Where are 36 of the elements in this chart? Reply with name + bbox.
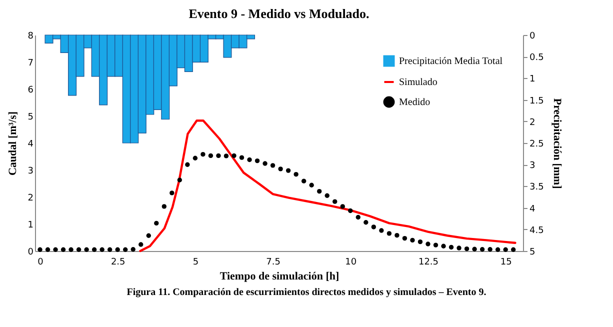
x-tick-label: 7.5 xyxy=(266,258,280,268)
legend-label: Precipitación Media Total xyxy=(399,56,503,67)
y2-tick-label: 2 xyxy=(530,118,536,128)
y2-tick-label: 4 xyxy=(530,204,536,214)
x-axis-title: Tiempo de simulación [h] xyxy=(220,270,340,282)
y2-tick-label: 2.5 xyxy=(530,140,544,150)
text: Figura 11. Comparación de escurrimientos directos medidos y simulados – Evento 9. xyxy=(126,287,488,298)
chart-title: Evento 9 - Medido vs Modulado. xyxy=(188,6,370,21)
y2-tick-label: 0.5 xyxy=(530,53,544,64)
line-series xyxy=(139,119,516,252)
x-tick-label: 12.5 xyxy=(418,258,439,268)
y2-tick-label: 1.5 xyxy=(530,96,544,106)
x-tick-label: 2.5 xyxy=(110,258,126,268)
y2-tick-label: 5 xyxy=(530,248,536,258)
y2-tick-label: 3 xyxy=(530,161,536,172)
legend-label: Simulado xyxy=(399,77,438,88)
x-tick-label: 0 xyxy=(38,258,44,268)
x-tick-label: 10 xyxy=(345,258,357,268)
y-tick-label: 8 xyxy=(28,32,34,42)
x-tick-label: 5 xyxy=(192,258,199,268)
y-axis-title: Caudal [m³/s] xyxy=(6,111,19,176)
y-tick-label: 7 xyxy=(28,58,34,68)
y2-tick-label: 4.5 xyxy=(530,226,544,236)
y2-tick-label: 1 xyxy=(530,74,536,85)
y-tick-label: 2 xyxy=(28,194,34,204)
y2-tick-label: 0 xyxy=(530,32,536,42)
legend-label: Medido xyxy=(399,97,430,108)
x-tick-label: 15 xyxy=(500,258,512,268)
y-tick-label: 3 xyxy=(28,166,34,176)
y-tick-label: 1 xyxy=(28,220,34,230)
y-tick-label: 0 xyxy=(28,248,34,258)
y2-tick-label: 3.5 xyxy=(530,182,544,193)
y2-axis-title: Precipitación [mm] xyxy=(550,98,563,189)
y-tick-label: 4 xyxy=(28,140,34,150)
y-tick-label: 6 xyxy=(28,86,34,96)
y-tick-label: 5 xyxy=(28,112,34,122)
